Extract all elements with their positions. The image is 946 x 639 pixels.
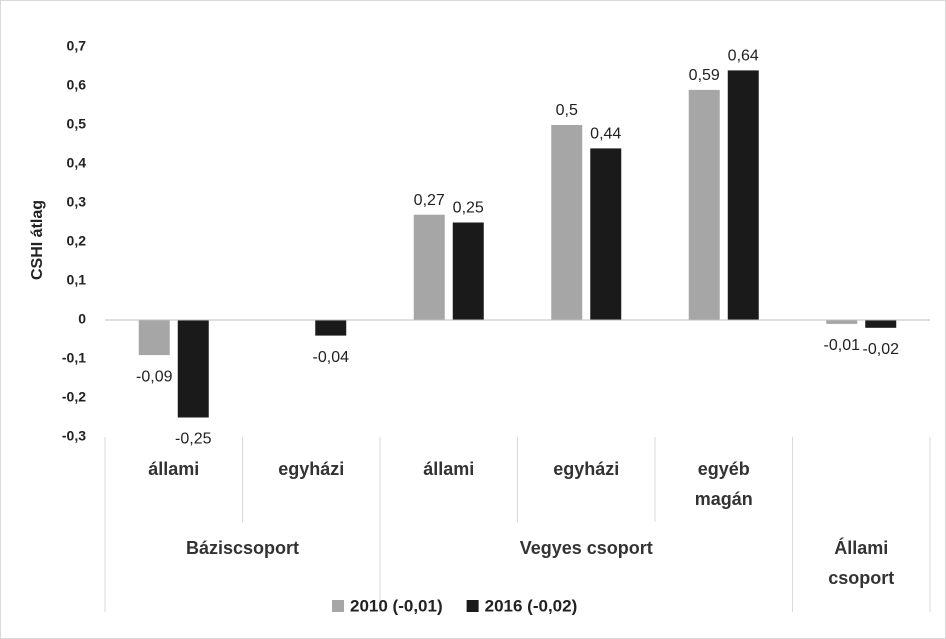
- bar: [826, 320, 858, 324]
- y-tick-label: -0,2: [62, 389, 86, 405]
- bar: [315, 320, 347, 336]
- data-label: -0,09: [136, 368, 173, 385]
- data-label: 0,27: [414, 192, 445, 209]
- data-label: -0,02: [863, 341, 900, 358]
- bar: [452, 222, 484, 320]
- x-tick-label: állami: [148, 459, 200, 479]
- bar: [551, 125, 583, 320]
- group-label: Vegyes csoport: [519, 538, 653, 558]
- y-tick-label: 0,6: [67, 77, 87, 93]
- legend-label: 2010 (-0,01): [350, 596, 443, 615]
- legend-swatch: [332, 600, 344, 612]
- bar: [413, 214, 445, 320]
- data-label: 0,5: [556, 102, 578, 119]
- data-label: 0,44: [590, 126, 621, 143]
- y-axis-title: CSHI átlag: [29, 200, 46, 280]
- group-label: Báziscsoport: [185, 538, 300, 558]
- legend-swatch: [466, 600, 479, 612]
- y-tick-label: 0,7: [67, 38, 87, 54]
- data-label: 0,25: [453, 200, 484, 217]
- bar: [138, 320, 170, 356]
- data-label: -0,04: [313, 349, 350, 366]
- y-tick-label: 0,5: [67, 116, 87, 132]
- bar: [865, 320, 897, 328]
- data-label: 0,59: [689, 67, 720, 84]
- x-tick-label: egyéb magán: [694, 459, 753, 509]
- group-label: Állami csoport: [828, 538, 895, 588]
- x-tick-label: egyházi: [553, 459, 620, 479]
- x-tick-label: egyházi: [278, 459, 345, 479]
- y-tick-label: 0,3: [67, 194, 87, 210]
- data-label: -0,25: [175, 431, 212, 448]
- x-tick-label: állami: [423, 459, 475, 479]
- bar: [590, 148, 622, 320]
- data-label: 0,64: [728, 48, 759, 65]
- y-tick-label: -0,1: [62, 350, 86, 366]
- bar: [727, 70, 759, 321]
- y-tick-label: 0,4: [67, 155, 87, 171]
- y-tick-label: 0: [78, 311, 86, 327]
- data-label: -0,01: [824, 337, 861, 354]
- y-tick-label: 0,2: [67, 233, 87, 249]
- bar: [688, 89, 720, 321]
- legend-label: 2016 (-0,02): [485, 596, 578, 615]
- y-tick-label: 0,1: [67, 272, 87, 288]
- y-tick-label: -0,3: [62, 428, 86, 444]
- bar: [177, 320, 209, 418]
